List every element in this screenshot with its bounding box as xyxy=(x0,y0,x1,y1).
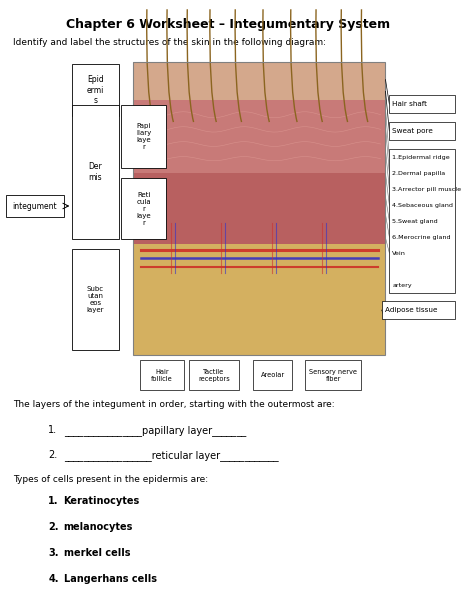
Text: Chapter 6 Worksheet – Integumentary System: Chapter 6 Worksheet – Integumentary Syst… xyxy=(66,18,391,31)
Text: 3.: 3. xyxy=(48,548,59,558)
Text: Vein: Vein xyxy=(392,251,406,256)
Bar xyxy=(140,360,184,390)
Bar xyxy=(133,243,385,355)
Text: ________________papillary layer_______: ________________papillary layer_______ xyxy=(64,425,246,436)
Text: merkel cells: merkel cells xyxy=(64,548,130,558)
Text: 2.Dermal papilla: 2.Dermal papilla xyxy=(392,170,446,175)
Text: The layers of the integument in order, starting with the outermost are:: The layers of the integument in order, s… xyxy=(13,400,335,409)
Text: melanocytes: melanocytes xyxy=(64,522,133,532)
Bar xyxy=(382,301,455,319)
Text: 6.Merocrine gland: 6.Merocrine gland xyxy=(392,235,451,240)
Bar xyxy=(133,62,385,355)
Text: Sensory nerve
fiber: Sensory nerve fiber xyxy=(310,368,357,381)
Bar xyxy=(306,360,361,390)
Text: Sweat pore: Sweat pore xyxy=(392,128,433,134)
Bar xyxy=(6,195,64,217)
Text: Langerhans cells: Langerhans cells xyxy=(64,574,156,584)
Text: Papi
llary
laye
r: Papi llary laye r xyxy=(136,123,151,150)
Bar xyxy=(389,122,455,140)
Text: 3.Arrector pill muscle: 3.Arrector pill muscle xyxy=(392,186,461,191)
Text: 2.: 2. xyxy=(48,450,57,460)
Text: Hair shaft: Hair shaft xyxy=(392,101,427,107)
Text: __________________reticular layer____________: __________________reticular layer_______… xyxy=(64,450,278,461)
Bar xyxy=(72,105,118,238)
Text: Der
mis: Der mis xyxy=(89,162,102,181)
Text: 4.: 4. xyxy=(48,574,59,584)
Text: Hair
follicle: Hair follicle xyxy=(151,368,173,381)
Bar xyxy=(389,95,455,113)
Text: artery: artery xyxy=(392,283,412,287)
Text: Subc
utan
eos
layer: Subc utan eos layer xyxy=(87,286,104,313)
Bar xyxy=(389,149,455,293)
Text: 4.Sebaceous gland: 4.Sebaceous gland xyxy=(392,202,453,207)
Text: 1.: 1. xyxy=(48,496,59,506)
Text: Types of cells present in the epidermis are:: Types of cells present in the epidermis … xyxy=(13,475,209,484)
Text: Keratinocytes: Keratinocytes xyxy=(64,496,140,506)
Text: Adipose tissue: Adipose tissue xyxy=(384,307,437,313)
Bar xyxy=(72,249,118,350)
Text: 1.: 1. xyxy=(48,425,57,435)
Bar xyxy=(121,105,166,169)
Bar xyxy=(254,360,292,390)
Bar xyxy=(72,64,118,116)
Text: Areolar: Areolar xyxy=(261,372,285,378)
Bar xyxy=(133,173,385,243)
Text: Tactile
receptors: Tactile receptors xyxy=(198,368,230,381)
Text: 5.Sweat gland: 5.Sweat gland xyxy=(392,218,438,224)
Bar xyxy=(189,360,239,390)
Bar xyxy=(121,178,166,238)
Text: Epid
ermi
s: Epid ermi s xyxy=(87,75,104,105)
Bar xyxy=(133,100,385,173)
Text: 1.Epidermal ridge: 1.Epidermal ridge xyxy=(392,154,450,159)
Text: integument: integument xyxy=(12,202,57,210)
Bar xyxy=(133,62,385,100)
Text: Reti
cula
r
laye
r: Reti cula r laye r xyxy=(137,191,151,226)
Text: Identify and label the structures of the skin in the following diagram:: Identify and label the structures of the… xyxy=(13,38,327,47)
Text: 2.: 2. xyxy=(48,522,59,532)
